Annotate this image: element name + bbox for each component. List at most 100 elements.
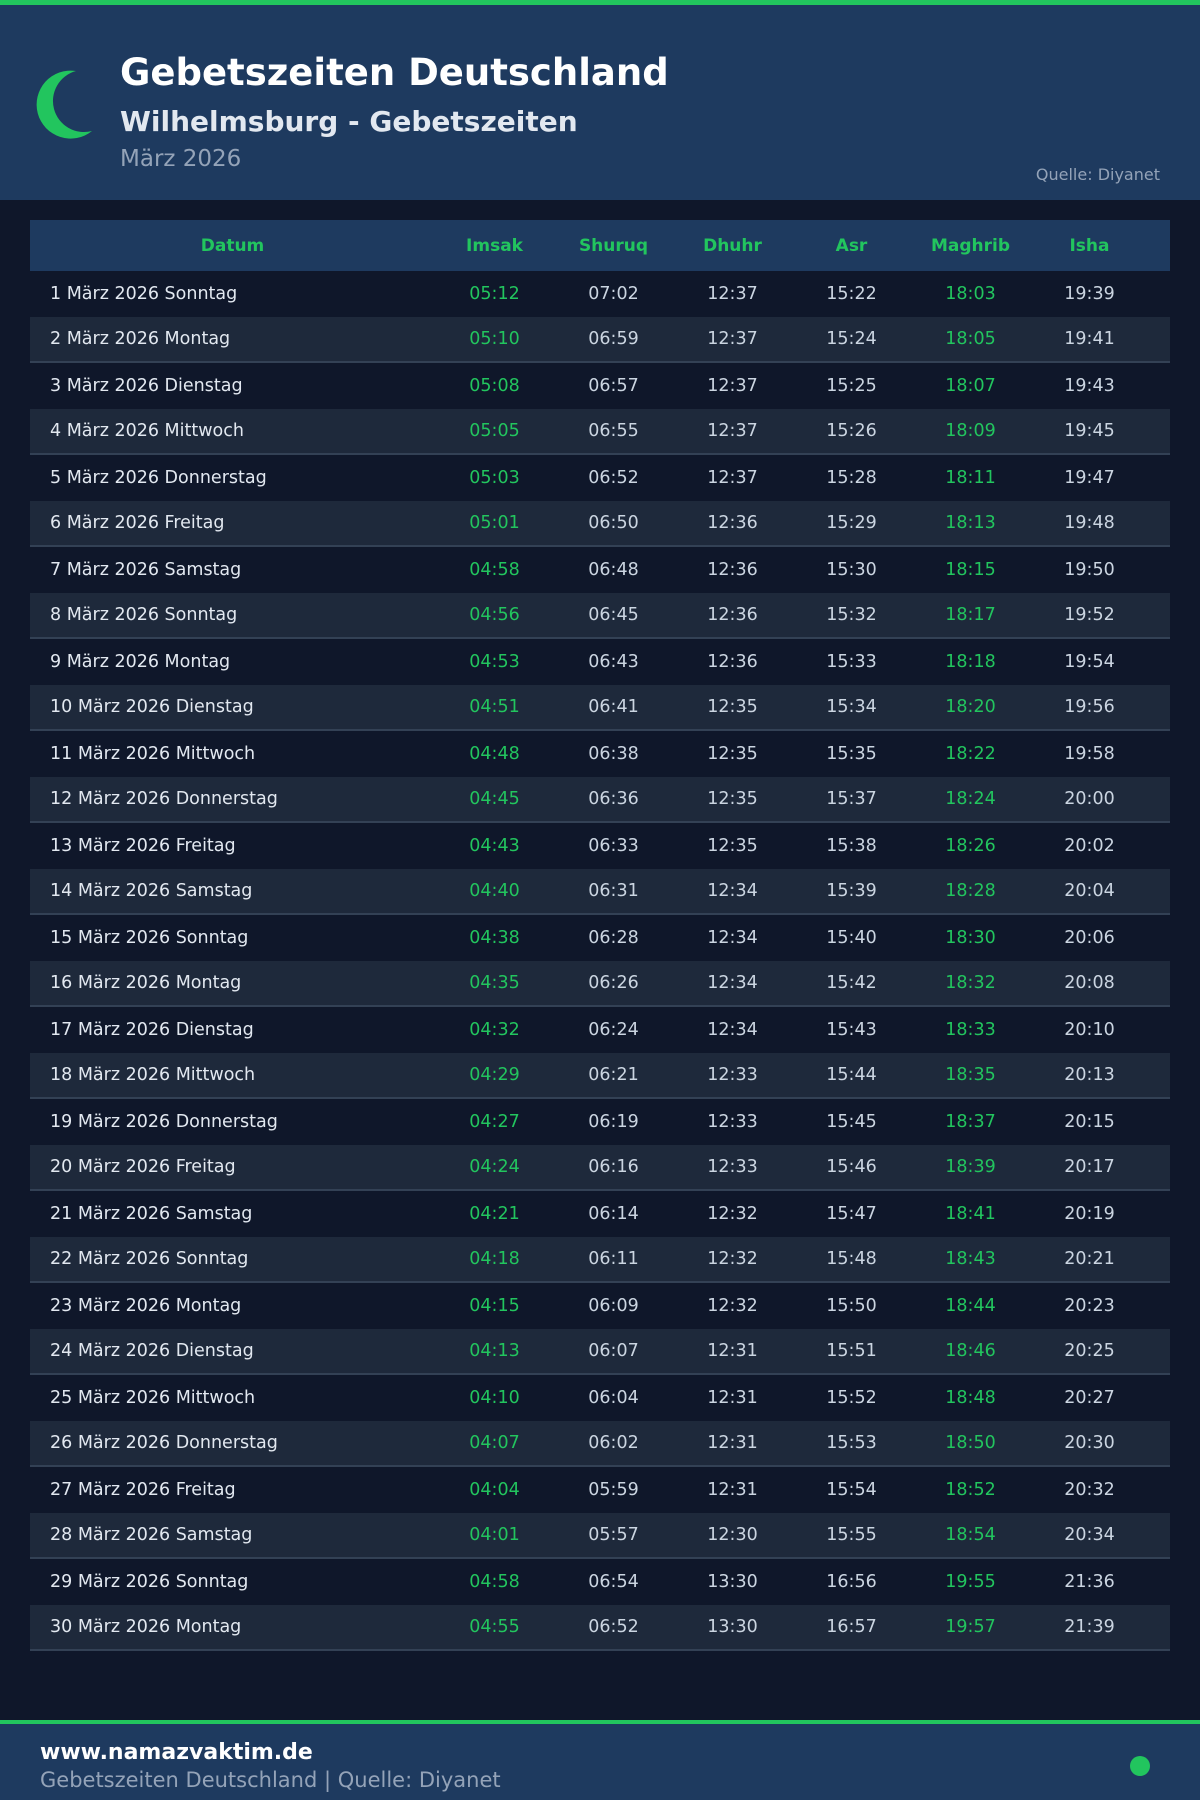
dhuhr-cell: 12:31: [707, 1479, 758, 1500]
imsak-cell: 04:15: [469, 1295, 520, 1316]
imsak-cell: 04:32: [469, 1019, 520, 1040]
shuruq-cell: 06:48: [588, 559, 639, 580]
month-label: März 2026: [120, 146, 242, 172]
shuruq-cell: 06:43: [588, 651, 639, 672]
column-header-isha: Isha: [1069, 235, 1110, 256]
asr-cell: 15:26: [826, 421, 877, 441]
date-cell: 26 März 2026 Donnerstag: [50, 1433, 278, 1453]
imsak-cell: 05:01: [469, 513, 520, 533]
isha-cell: 19:45: [1064, 421, 1115, 441]
asr-cell: 15:40: [826, 927, 877, 948]
shuruq-cell: 06:59: [588, 329, 639, 349]
maghrib-cell: 18:18: [945, 651, 996, 672]
table-row: 29 März 2026 Sonntag 04:58 06:54 13:30 16:56…: [30, 1559, 1170, 1605]
isha-cell: 20:08: [1064, 973, 1115, 993]
table-header: Datum Imsak Shuruq Dhuhr Asr Maghrib Isha: [30, 220, 1170, 271]
shuruq-cell: 06:52: [588, 1617, 639, 1637]
maghrib-cell: 18:11: [945, 467, 996, 488]
maghrib-cell: 18:15: [945, 559, 996, 580]
maghrib-cell: 18:05: [945, 329, 996, 349]
isha-cell: 19:58: [1064, 743, 1115, 764]
isha-cell: 19:47: [1064, 467, 1115, 488]
asr-cell: 15:28: [826, 467, 877, 488]
column-header-maghrib: Maghrib: [930, 235, 1011, 256]
isha-cell: 20:00: [1064, 789, 1115, 809]
dhuhr-cell: 12:32: [707, 1295, 758, 1316]
table-row: 17 März 2026 Dienstag 04:32 06:24 12:34 15:4…: [30, 1007, 1170, 1053]
dhuhr-cell: 12:37: [707, 421, 758, 441]
date-cell: 16 März 2026 Montag: [50, 973, 242, 993]
footer-tagline: Gebetszeiten Deutschland | Quelle: Diyan…: [40, 1768, 501, 1792]
maghrib-cell: 18:52: [945, 1479, 996, 1500]
asr-cell: 15:48: [826, 1249, 877, 1269]
table-body: 1 März 2026 Sonntag 05:12 07:02 12:37 15:22 1…: [30, 271, 1170, 1651]
column-header-dhuhr: Dhuhr: [703, 235, 762, 256]
dhuhr-cell: 12:31: [707, 1341, 758, 1361]
isha-cell: 20:27: [1064, 1387, 1115, 1408]
dhuhr-cell: 12:31: [707, 1387, 758, 1408]
dhuhr-cell: 12:35: [707, 743, 758, 764]
table-row: 28 März 2026 Samstag 04:01 05:57 12:30 15:55…: [30, 1513, 1170, 1559]
asr-cell: 15:32: [826, 605, 877, 625]
maghrib-cell: 18:26: [945, 835, 996, 856]
dhuhr-cell: 12:30: [707, 1525, 758, 1545]
asr-cell: 15:39: [826, 881, 877, 901]
imsak-cell: 04:51: [469, 697, 520, 717]
date-cell: 14 März 2026 Samstag: [50, 881, 253, 901]
date-cell: 27 März 2026 Freitag: [50, 1479, 236, 1500]
dhuhr-cell: 12:34: [707, 1019, 758, 1040]
date-cell: 13 März 2026 Freitag: [50, 835, 236, 856]
isha-cell: 20:32: [1064, 1479, 1115, 1500]
date-cell: 5 März 2026 Donnerstag: [50, 467, 267, 488]
isha-cell: 19:48: [1064, 513, 1115, 533]
imsak-cell: 04:58: [469, 1571, 520, 1592]
isha-cell: 20:13: [1064, 1065, 1115, 1085]
date-cell: 6 März 2026 Freitag: [50, 513, 225, 533]
isha-cell: 21:36: [1064, 1571, 1115, 1592]
status-dot-icon: [1130, 1756, 1150, 1776]
column-header-asr: Asr: [835, 235, 868, 256]
isha-cell: 19:39: [1064, 283, 1115, 304]
imsak-cell: 04:21: [469, 1203, 520, 1224]
asr-cell: 15:50: [826, 1295, 877, 1316]
dhuhr-cell: 12:37: [707, 329, 758, 349]
dhuhr-cell: 12:34: [707, 881, 758, 901]
imsak-cell: 04:53: [469, 651, 520, 672]
date-cell: 3 März 2026 Dienstag: [50, 375, 243, 396]
maghrib-cell: 19:55: [945, 1571, 996, 1592]
shuruq-cell: 06:41: [588, 697, 639, 717]
asr-cell: 15:54: [826, 1479, 877, 1500]
imsak-cell: 04:10: [469, 1387, 520, 1408]
isha-cell: 20:17: [1064, 1157, 1115, 1177]
maghrib-cell: 18:50: [945, 1433, 996, 1453]
shuruq-cell: 06:19: [588, 1111, 639, 1132]
shuruq-cell: 06:50: [588, 513, 639, 533]
asr-cell: 15:25: [826, 375, 877, 396]
isha-cell: 20:10: [1064, 1019, 1115, 1040]
date-cell: 18 März 2026 Mittwoch: [50, 1065, 256, 1085]
asr-cell: 15:38: [826, 835, 877, 856]
asr-cell: 15:51: [826, 1341, 877, 1361]
maghrib-cell: 18:33: [945, 1019, 996, 1040]
asr-cell: 15:35: [826, 743, 877, 764]
column-header-datum: Datum: [200, 235, 265, 256]
asr-cell: 15:44: [826, 1065, 877, 1085]
date-cell: 25 März 2026 Mittwoch: [50, 1387, 256, 1408]
asr-cell: 15:45: [826, 1111, 877, 1132]
table-row: 21 März 2026 Samstag 04:21 06:14 12:32 15:47…: [30, 1191, 1170, 1237]
imsak-cell: 04:56: [469, 605, 520, 625]
asr-cell: 15:53: [826, 1433, 877, 1453]
maghrib-cell: 18:39: [945, 1157, 996, 1177]
dhuhr-cell: 13:30: [707, 1571, 758, 1592]
dhuhr-cell: 12:34: [707, 973, 758, 993]
date-cell: 28 März 2026 Samstag: [50, 1525, 253, 1545]
imsak-cell: 04:45: [469, 789, 520, 809]
crescent-moon-icon: [36, 70, 92, 139]
date-cell: 9 März 2026 Montag: [50, 651, 231, 672]
asr-cell: 15:33: [826, 651, 877, 672]
imsak-cell: 04:55: [469, 1617, 520, 1637]
shuruq-cell: 06:57: [588, 375, 639, 396]
page-title: Gebetszeiten Deutschland: [120, 51, 669, 94]
table-row: 5 März 2026 Donnerstag 05:03 06:52 12:37 15:…: [30, 455, 1170, 501]
shuruq-cell: 06:38: [588, 743, 639, 764]
